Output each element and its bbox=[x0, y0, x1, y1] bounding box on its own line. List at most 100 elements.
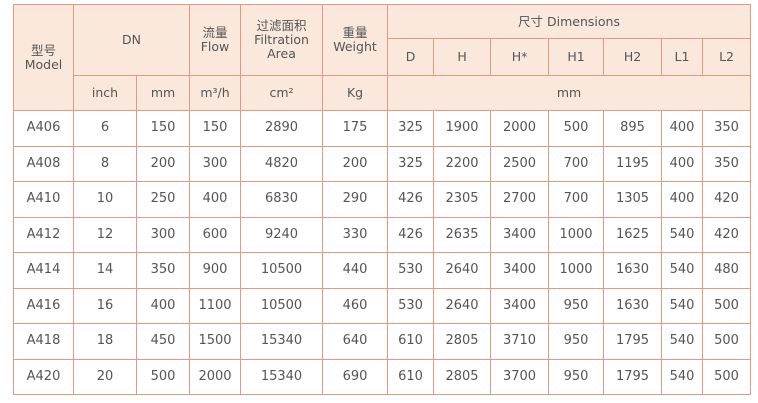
value-cell: 600 bbox=[189, 216, 242, 253]
value-cell: 325 bbox=[387, 145, 435, 182]
model-cell: A416 bbox=[13, 287, 74, 324]
value-cell: 18 bbox=[73, 323, 137, 360]
unit-label: mm bbox=[135, 75, 191, 111]
value-cell: 250 bbox=[135, 181, 191, 218]
value-cell: 1500 bbox=[189, 323, 242, 360]
area-header: 过滤面积 Filtration Area bbox=[240, 4, 324, 76]
area-header-en: Filtration Area bbox=[254, 32, 309, 61]
flow-header-zh: 流量 bbox=[202, 25, 228, 41]
value-cell: 350 bbox=[702, 145, 752, 182]
weight-header-zh: 重量 bbox=[342, 25, 368, 41]
model-cell: A412 bbox=[13, 216, 74, 253]
value-cell: 2805 bbox=[433, 323, 492, 360]
value-cell: 610 bbox=[387, 358, 435, 395]
dimension-column: L1 bbox=[661, 38, 704, 76]
value-cell: 3400 bbox=[490, 216, 550, 253]
value-cell: 200 bbox=[135, 145, 191, 182]
value-cell: 350 bbox=[702, 110, 752, 147]
table-row: A412 12 300 600 9240 330 426 2635 3400 1000 1625 54… bbox=[13, 216, 752, 253]
dimension-column: D bbox=[387, 38, 435, 76]
value-cell: 16 bbox=[73, 287, 137, 324]
table-row: A410 10 250 400 6830 290 426 2305 2700 700 1305 400… bbox=[13, 181, 752, 218]
table-body: 型号 Model DN 流量 Flow 过滤面积 Filtration Area 重量 Weig… bbox=[13, 4, 752, 395]
value-cell: 450 bbox=[135, 323, 191, 360]
unit-label: Kg bbox=[322, 75, 389, 111]
model-header-zh: 型号 bbox=[30, 42, 56, 58]
value-cell: 10500 bbox=[240, 287, 324, 324]
value-cell: 950 bbox=[548, 358, 605, 395]
unit-label: m³/h bbox=[189, 75, 242, 111]
value-cell: 14 bbox=[73, 252, 137, 289]
value-cell: 2640 bbox=[433, 252, 492, 289]
value-cell: 1000 bbox=[548, 252, 605, 289]
value-cell: 500 bbox=[702, 358, 752, 395]
value-cell: 6830 bbox=[240, 181, 324, 218]
model-header: 型号 Model bbox=[13, 4, 74, 111]
value-cell: 540 bbox=[661, 323, 704, 360]
unit-label: mm bbox=[387, 75, 752, 111]
model-cell: A406 bbox=[13, 110, 74, 147]
value-cell: 2700 bbox=[490, 181, 550, 218]
value-cell: 6 bbox=[73, 110, 137, 147]
value-cell: 400 bbox=[189, 181, 242, 218]
table-row: inch mm m³/h cm² Kg mm bbox=[14, 75, 752, 111]
model-cell: A408 bbox=[13, 145, 74, 182]
weight-header-en: Weight bbox=[333, 39, 377, 54]
dimension-column: H* bbox=[490, 38, 550, 76]
value-cell: 325 bbox=[387, 110, 435, 147]
value-cell: 700 bbox=[548, 181, 605, 218]
value-cell: 400 bbox=[661, 181, 704, 218]
value-cell: 1795 bbox=[603, 323, 663, 360]
table-row: A406 6 150 150 2890 175 325 1900 2000 500 895 400 35… bbox=[13, 110, 752, 147]
value-cell: 150 bbox=[135, 110, 191, 147]
value-cell: 500 bbox=[702, 287, 752, 324]
value-cell: 400 bbox=[135, 287, 191, 324]
value-cell: 15340 bbox=[240, 358, 324, 395]
value-cell: 2805 bbox=[433, 358, 492, 395]
value-cell: 900 bbox=[189, 252, 242, 289]
dimensions-header: 尺寸 Dimensions bbox=[387, 4, 752, 39]
value-cell: 540 bbox=[661, 358, 704, 395]
value-cell: 480 bbox=[702, 252, 752, 289]
table-row: A420 20 500 2000 15340 690 610 2805 3700 950 1795 5… bbox=[13, 358, 752, 395]
value-cell: 150 bbox=[189, 110, 242, 147]
value-cell: 1630 bbox=[603, 252, 663, 289]
value-cell: 640 bbox=[322, 323, 389, 360]
value-cell: 2890 bbox=[240, 110, 324, 147]
value-cell: 3400 bbox=[490, 287, 550, 324]
value-cell: 330 bbox=[322, 216, 389, 253]
value-cell: 300 bbox=[135, 216, 191, 253]
model-cell: A414 bbox=[13, 252, 74, 289]
value-cell: 426 bbox=[387, 181, 435, 218]
table-row: 型号 Model DN 流量 Flow 过滤面积 Filtration Area 重量 Weig… bbox=[13, 4, 752, 111]
value-cell: 3700 bbox=[490, 358, 550, 395]
spec-table: 型号 Model DN 流量 Flow 过滤面积 Filtration Area 重量 Weig… bbox=[13, 4, 752, 395]
value-cell: 426 bbox=[387, 216, 435, 253]
value-cell: 440 bbox=[322, 252, 389, 289]
value-cell: 950 bbox=[548, 323, 605, 360]
value-cell: 400 bbox=[661, 145, 704, 182]
model-cell: A420 bbox=[13, 358, 74, 395]
dimension-column: H bbox=[433, 38, 492, 76]
flow-header-en: Flow bbox=[200, 39, 230, 54]
dimension-column: L2 bbox=[702, 38, 752, 76]
dimension-column: H2 bbox=[603, 38, 663, 76]
value-cell: 300 bbox=[189, 145, 242, 182]
value-cell: 2200 bbox=[433, 145, 492, 182]
value-cell: 500 bbox=[702, 323, 752, 360]
value-cell: 700 bbox=[548, 145, 605, 182]
value-cell: 8 bbox=[73, 145, 137, 182]
value-cell: 200 bbox=[322, 145, 389, 182]
value-cell: 3400 bbox=[490, 252, 550, 289]
value-cell: 12 bbox=[73, 216, 137, 253]
value-cell: 2000 bbox=[490, 110, 550, 147]
value-cell: 2500 bbox=[490, 145, 550, 182]
area-header-zh: 过滤面积 bbox=[256, 18, 307, 34]
value-cell: 530 bbox=[387, 287, 435, 324]
value-cell: 175 bbox=[322, 110, 389, 147]
value-cell: 400 bbox=[661, 110, 704, 147]
value-cell: 1630 bbox=[603, 287, 663, 324]
value-cell: 1795 bbox=[603, 358, 663, 395]
value-cell: 1900 bbox=[433, 110, 492, 147]
